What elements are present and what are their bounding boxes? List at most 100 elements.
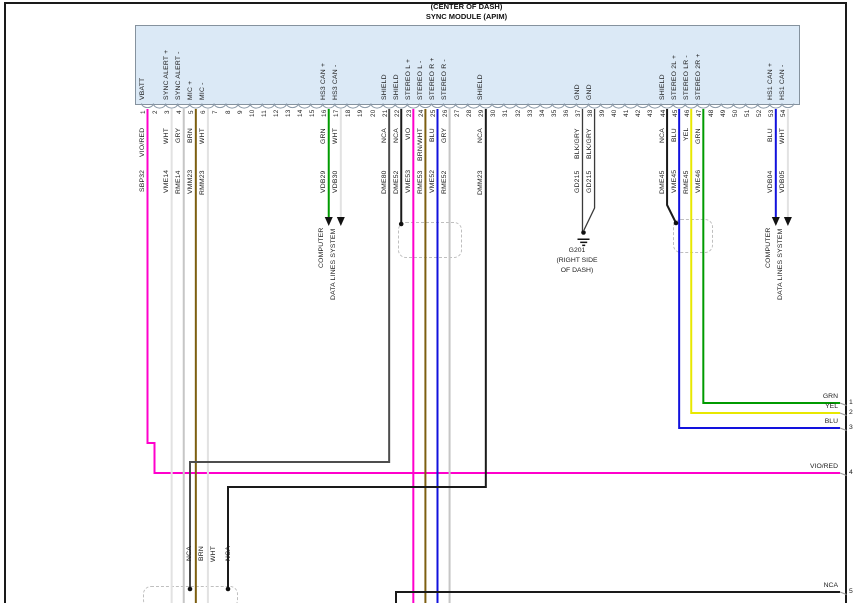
pin-number: 24 xyxy=(417,110,425,118)
pin-number: 22 xyxy=(393,110,401,118)
component-name-title: SYNC MODULE (APIM) xyxy=(425,12,508,21)
wire-circuit-code: VME14 xyxy=(163,170,171,194)
pin-number: 33 xyxy=(526,110,534,118)
wire-color-label: WHT xyxy=(163,128,171,145)
exit-color-label: GRN xyxy=(822,393,838,400)
pin-function-label: HS1 CAN + xyxy=(767,62,775,100)
exit-tick xyxy=(839,472,847,476)
down-arrow-icon xyxy=(771,217,780,226)
pin-number: 37 xyxy=(574,110,582,118)
pin-function-label: SHIELD xyxy=(392,74,400,100)
pin-number: 48 xyxy=(707,110,715,118)
pin-number: 11 xyxy=(260,110,268,117)
pin-number: 28 xyxy=(466,110,474,118)
bottom-wire-label: NCA xyxy=(186,546,193,561)
wire-circuit-code: RME45 xyxy=(682,170,690,194)
pin-number: 5 xyxy=(188,110,196,114)
wire-pin-44 xyxy=(666,109,677,224)
wire-color-label: YEL xyxy=(682,128,690,142)
ground-name: G201 xyxy=(568,247,586,254)
wire-circuit-code: GD215 xyxy=(586,170,594,193)
shield-box-stereo-rear xyxy=(673,219,713,253)
wire-circuit-code: VMM23 xyxy=(187,170,195,195)
pin-function-label: SHIELD xyxy=(658,74,666,100)
pin-function-label: MIC - xyxy=(199,82,207,100)
exit-color-label: NCA xyxy=(823,582,838,589)
wire-circuit-code: DMM23 xyxy=(477,170,485,195)
wire-circuit-code: GD215 xyxy=(573,170,581,193)
pin-function-label: SYNC ALERT - xyxy=(175,51,183,100)
exit-number: 1 xyxy=(849,399,853,406)
splice-dot xyxy=(187,586,193,592)
pin-number: 41 xyxy=(623,110,631,118)
wire-pin-47 xyxy=(702,109,840,404)
pin-number: 9 xyxy=(236,110,244,114)
wire-circuit-code: RMM23 xyxy=(199,170,207,195)
wire-circuit-code: VME45 xyxy=(670,170,678,194)
pin-number: 44 xyxy=(659,110,667,118)
exit-number: 3 xyxy=(849,424,853,431)
page-border-right xyxy=(845,2,847,603)
wire-circuit-code: VDB04 xyxy=(767,170,775,193)
pin-function-label: GND xyxy=(586,84,594,100)
ground-symbol-icon xyxy=(582,244,586,247)
pin-number: 18 xyxy=(345,110,353,118)
wire-color-label: BRN xyxy=(187,128,195,143)
pin-number: 14 xyxy=(297,110,305,118)
pin-number: 38 xyxy=(587,110,595,118)
component-location-title: (CENTER OF DASH) xyxy=(430,2,503,11)
wire-circuit-code: VDB30 xyxy=(332,170,340,193)
wire-circuit-code: VME46 xyxy=(694,170,702,194)
ground-dot xyxy=(581,230,586,235)
pin-function-label: STEREO R - xyxy=(441,59,449,100)
pin-function-label: GND xyxy=(573,84,581,100)
wire-color-label: BRN/WHT xyxy=(416,128,424,162)
pin-function-label: STEREO LR - xyxy=(682,55,690,100)
pin-function-label: STEREO L - xyxy=(416,60,424,100)
pin-number: 30 xyxy=(490,110,498,118)
wire-circuit-code: DME80 xyxy=(380,170,388,194)
pin-number: 2 xyxy=(152,110,160,114)
computer-data-lines-label-right-1: COMPUTER xyxy=(765,228,772,269)
page-border-top xyxy=(4,2,847,4)
pin-number: 43 xyxy=(647,110,655,118)
exit-color-label: YEL xyxy=(825,403,838,410)
exit-number: 5 xyxy=(849,588,853,595)
pin-number: 16 xyxy=(321,110,329,118)
pin-number: 27 xyxy=(454,110,462,118)
pin-number: 35 xyxy=(550,110,558,118)
pin-function-label: SHIELD xyxy=(477,74,485,100)
splice-dot xyxy=(225,586,231,592)
pin-number: 52 xyxy=(756,110,764,118)
pin-function-label: SYNC ALERT + xyxy=(163,49,171,100)
wire-pin-1 xyxy=(146,109,840,474)
exit-color-label: VIO/RED xyxy=(810,463,838,470)
exit-tick xyxy=(839,402,847,406)
pin-function-label: STEREO 2R + xyxy=(694,53,702,100)
wire-pin-46 xyxy=(690,109,840,414)
wire-color-label: NCA xyxy=(392,128,400,143)
bottom-wire-label: WHT xyxy=(210,546,217,563)
computer-data-lines-label-left-1: COMPUTER xyxy=(318,228,325,269)
pin-number: 6 xyxy=(200,110,208,114)
pin-number: 7 xyxy=(212,110,220,114)
wire-color-label: NCA xyxy=(477,128,485,143)
wire-color-label: GRY xyxy=(441,128,449,144)
pin-function-label: STEREO L + xyxy=(404,58,412,100)
pin-number: 47 xyxy=(695,110,703,118)
pin-number: 31 xyxy=(502,110,510,118)
pin-number: 42 xyxy=(635,110,643,118)
pin-number: 34 xyxy=(538,110,546,118)
wire-color-label: BLU xyxy=(767,128,775,142)
pin-function-label: HS3 CAN - xyxy=(332,64,340,100)
down-arrow-icon xyxy=(336,217,345,226)
wire-color-label: BLK/GRY xyxy=(573,128,581,159)
pin-number: 45 xyxy=(671,110,679,118)
pin-function-label: VBATT xyxy=(139,77,146,100)
pin-number: 51 xyxy=(744,110,752,118)
wire-color-label: GRN xyxy=(694,128,702,144)
pin-number: 17 xyxy=(333,110,341,118)
down-arrow-icon xyxy=(324,217,333,226)
splice-dot xyxy=(673,220,679,226)
